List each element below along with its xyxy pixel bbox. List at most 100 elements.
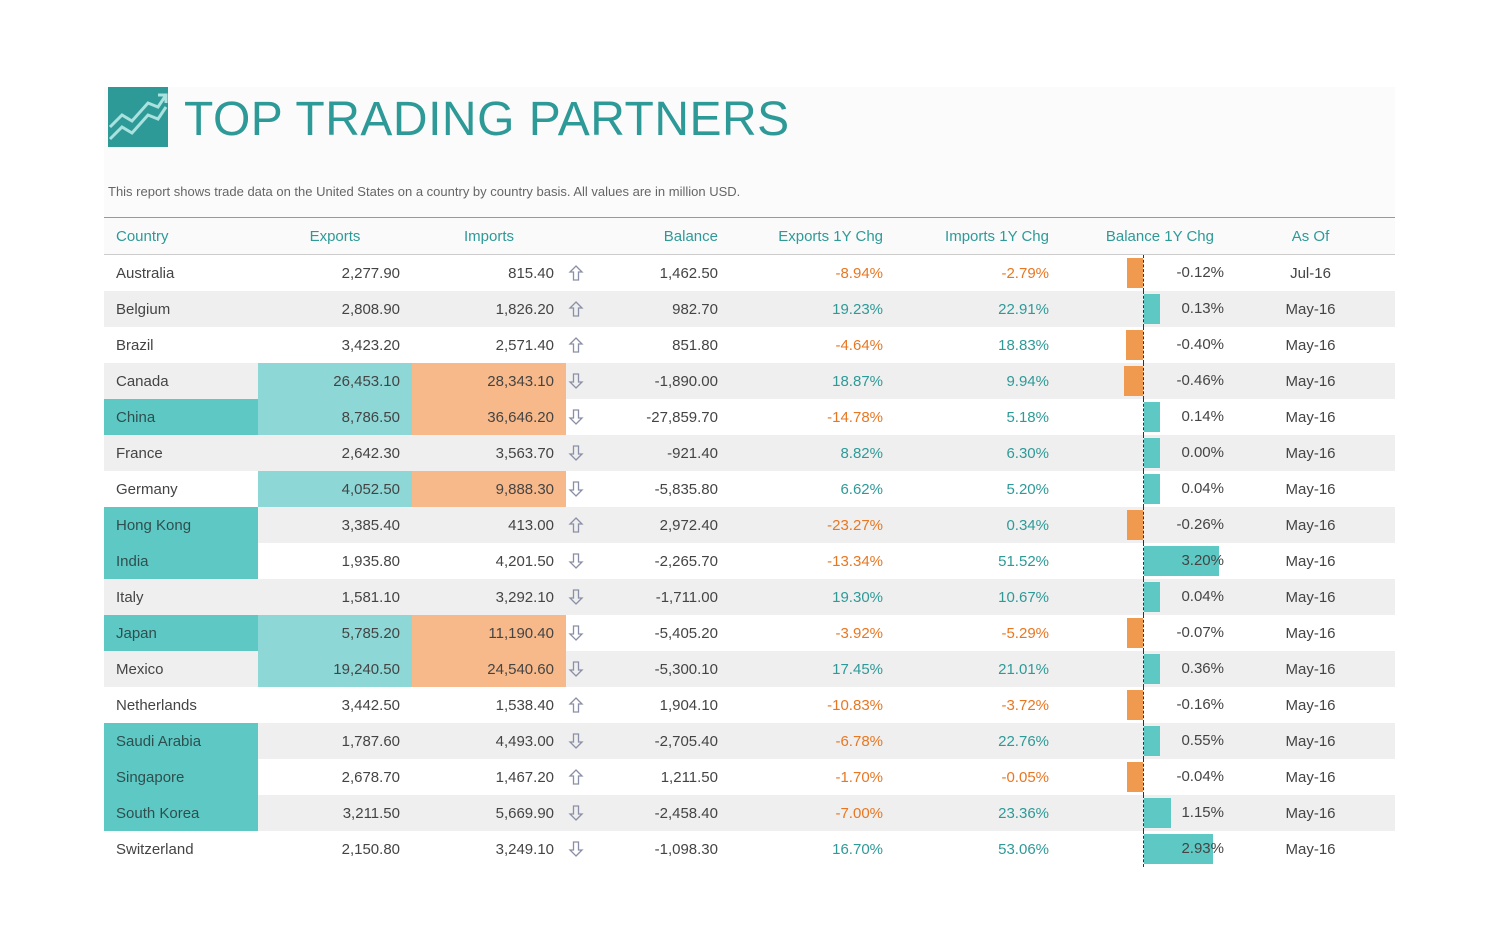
cell-balance: -2,705.40 (590, 723, 730, 759)
header-exports[interactable]: Exports (258, 217, 412, 255)
table-row[interactable]: Mexico 19,240.50 24,540.60 -5,300.10 17.45% 2… (104, 651, 1395, 687)
cell-imports: 413.00 (412, 507, 566, 543)
balance-chg-value: 0.36% (1181, 660, 1224, 677)
cell-exports: 1,935.80 (258, 543, 412, 579)
cell-imports: 4,493.00 (412, 723, 566, 759)
arrow-up-icon (566, 327, 590, 363)
cell-as-of: May-16 (1226, 543, 1395, 579)
table-row[interactable]: France 2,642.30 3,563.70 -921.40 8.82% 6.30% 0… (104, 435, 1395, 471)
cell-balance-chg: 0.04% (1061, 471, 1226, 507)
arrow-up-icon (566, 687, 590, 723)
header-exports-chg[interactable]: Exports 1Y Chg (730, 217, 895, 255)
cell-country: France (104, 435, 258, 471)
cell-exports-chg: -4.64% (730, 327, 895, 363)
cell-balance: 982.70 (590, 291, 730, 327)
cell-exports: 3,423.20 (258, 327, 412, 363)
cell-balance: 1,462.50 (590, 254, 730, 291)
header-country[interactable]: Country (104, 217, 258, 255)
cell-country: Australia (104, 254, 258, 291)
cell-imports: 4,201.50 (412, 543, 566, 579)
cell-country: Italy (104, 579, 258, 615)
cell-exports: 19,240.50 (258, 651, 412, 687)
cell-imports-chg: 22.76% (895, 723, 1061, 759)
cell-exports-chg: 18.87% (730, 363, 895, 399)
cell-as-of: Jul-16 (1226, 254, 1395, 291)
arrow-down-icon (566, 543, 590, 579)
balance-chg-value: 0.04% (1181, 588, 1224, 605)
balance-chg-axis (1143, 831, 1144, 867)
cell-exports-chg: -14.78% (730, 399, 895, 435)
arrow-up-icon (566, 507, 590, 543)
balance-chg-bar (1144, 726, 1160, 756)
table-row[interactable]: Australia 2,277.90 815.40 1,462.50 -8.94% -2.… (104, 254, 1395, 291)
table-row[interactable]: Netherlands 3,442.50 1,538.40 1,904.10 -10.8… (104, 687, 1395, 723)
header-as-of[interactable]: As Of (1226, 217, 1395, 255)
balance-chg-value: 3.20% (1181, 552, 1224, 569)
table-row[interactable]: Brazil 3,423.20 2,571.40 851.80 -4.64% 18.83%… (104, 327, 1395, 363)
table-row[interactable]: Belgium 2,808.90 1,826.20 982.70 19.23% 22.91… (104, 291, 1395, 327)
table-row[interactable]: Canada 26,453.10 28,343.10 -1,890.00 18.87% 9… (104, 363, 1395, 399)
trend-chart-icon (108, 87, 168, 147)
cell-balance: -1,711.00 (590, 579, 730, 615)
balance-chg-value: 0.00% (1181, 444, 1224, 461)
balance-chg-bar (1127, 618, 1143, 648)
cell-balance-chg: 1.15% (1061, 795, 1226, 831)
cell-imports: 11,190.40 (412, 615, 566, 651)
table-row[interactable]: India 1,935.80 4,201.50 -2,265.70 -13.34% 51.… (104, 543, 1395, 579)
header-imports-chg[interactable]: Imports 1Y Chg (895, 217, 1061, 255)
cell-balance: 2,972.40 (590, 507, 730, 543)
cell-exports: 1,581.10 (258, 579, 412, 615)
balance-chg-value: -0.16% (1176, 696, 1224, 713)
cell-as-of: May-16 (1226, 795, 1395, 831)
balance-chg-axis (1143, 651, 1144, 687)
report-description: This report shows trade data on the Unit… (108, 184, 741, 199)
cell-imports: 9,888.30 (412, 471, 566, 507)
cell-country: South Korea (104, 795, 258, 831)
cell-imports-chg: 5.20% (895, 471, 1061, 507)
table-row[interactable]: Hong Kong 3,385.40 413.00 2,972.40 -23.27% 0.… (104, 507, 1395, 543)
cell-exports: 26,453.10 (258, 363, 412, 399)
balance-chg-bar (1144, 834, 1213, 864)
cell-country: Switzerland (104, 831, 258, 867)
cell-exports-chg: -1.70% (730, 759, 895, 795)
arrow-down-icon (566, 579, 590, 615)
cell-imports: 815.40 (412, 254, 566, 291)
table-row[interactable]: Japan 5,785.20 11,190.40 -5,405.20 -3.92% -5.… (104, 615, 1395, 651)
cell-exports: 1,787.60 (258, 723, 412, 759)
cell-country: China (104, 399, 258, 435)
table-row[interactable]: Italy 1,581.10 3,292.10 -1,711.00 19.30% 10.6… (104, 579, 1395, 615)
cell-country: Canada (104, 363, 258, 399)
arrow-down-icon (566, 795, 590, 831)
balance-chg-axis (1143, 507, 1144, 543)
cell-imports-chg: -3.72% (895, 687, 1061, 723)
arrow-down-icon (566, 723, 590, 759)
table-row[interactable]: Germany 4,052.50 9,888.30 -5,835.80 6.62% 5.2… (104, 471, 1395, 507)
table-row[interactable]: China 8,786.50 36,646.20 -27,859.70 -14.78% 5… (104, 399, 1395, 435)
header-imports[interactable]: Imports (412, 217, 566, 255)
cell-exports-chg: -6.78% (730, 723, 895, 759)
cell-as-of: May-16 (1226, 615, 1395, 651)
balance-chg-axis (1143, 255, 1144, 291)
cell-imports-chg: 0.34% (895, 507, 1061, 543)
balance-chg-axis (1143, 687, 1144, 723)
balance-chg-value: -0.40% (1176, 336, 1224, 353)
balance-chg-bar (1144, 654, 1160, 684)
balance-chg-axis (1143, 471, 1144, 507)
header-balance-chg[interactable]: Balance 1Y Chg (1061, 217, 1226, 255)
balance-chg-bar (1144, 294, 1160, 324)
arrow-down-icon (566, 435, 590, 471)
table-row[interactable]: Singapore 2,678.70 1,467.20 1,211.50 -1.70% -… (104, 759, 1395, 795)
header-balance[interactable]: Balance (590, 217, 730, 255)
table-row[interactable]: South Korea 3,211.50 5,669.90 -2,458.40 -7.0… (104, 795, 1395, 831)
cell-balance: 1,211.50 (590, 759, 730, 795)
table-row[interactable]: Switzerland 2,150.80 3,249.10 -1,098.30 16.7… (104, 831, 1395, 867)
table-row[interactable]: Saudi Arabia 1,787.60 4,493.00 -2,705.40 -6.… (104, 723, 1395, 759)
balance-chg-bar (1127, 762, 1143, 792)
cell-as-of: May-16 (1226, 507, 1395, 543)
cell-balance-chg: -0.16% (1061, 687, 1226, 723)
cell-balance-chg: -0.46% (1061, 363, 1226, 399)
cell-imports: 3,249.10 (412, 831, 566, 867)
cell-balance-chg: 0.14% (1061, 399, 1226, 435)
cell-imports: 24,540.60 (412, 651, 566, 687)
cell-as-of: May-16 (1226, 435, 1395, 471)
